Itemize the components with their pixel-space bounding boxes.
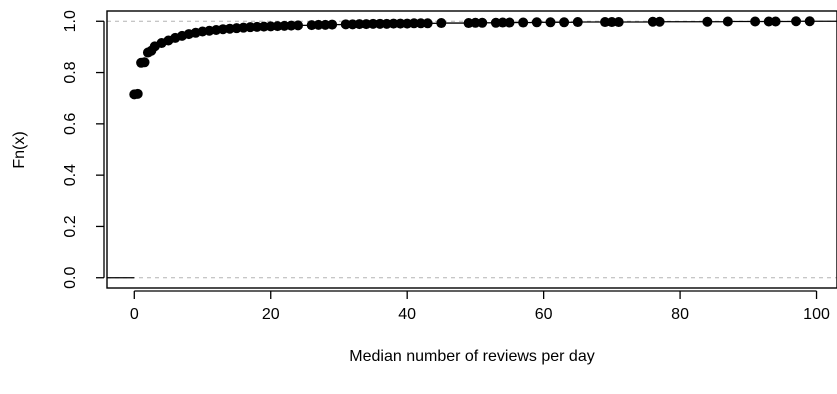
x-tick-label: 60	[535, 306, 553, 323]
data-point	[531, 17, 542, 28]
data-point	[436, 18, 447, 29]
data-point	[702, 16, 713, 27]
x-tick-label: 80	[671, 306, 689, 323]
y-axis: 0.0 0.2 0.4 0.6 0.8 1.0	[62, 10, 105, 289]
y-axis-title: Fn(x)	[11, 131, 28, 168]
y-tick-label: 0.0	[62, 267, 79, 289]
data-point	[422, 18, 433, 29]
data-point	[132, 88, 143, 99]
y-tick-label: 0.8	[62, 61, 79, 83]
data-point	[654, 16, 665, 27]
data-point	[559, 17, 570, 28]
data-point	[791, 16, 802, 27]
x-tick-label: 100	[803, 306, 830, 323]
data-point	[327, 19, 338, 30]
y-tick-label: 0.6	[62, 113, 79, 135]
data-points	[129, 16, 815, 100]
data-point	[750, 16, 761, 27]
x-tick-label: 40	[398, 306, 416, 323]
data-point	[518, 17, 529, 28]
x-tick-label: 20	[262, 306, 280, 323]
y-tick-label: 0.2	[62, 215, 79, 237]
data-point	[722, 16, 733, 27]
ecdf-step-lines	[107, 20, 837, 279]
x-axis-title: Median number of reviews per day	[349, 348, 594, 365]
y-tick-label: 1.0	[62, 10, 79, 32]
data-point	[477, 17, 488, 28]
x-tick-label: 0	[130, 306, 139, 323]
data-point	[613, 17, 624, 28]
plot-frame	[106, 10, 837, 289]
data-point	[804, 16, 815, 27]
reference-lines	[107, 20, 837, 279]
data-point	[572, 17, 583, 28]
data-point	[770, 16, 781, 27]
y-tick-label: 0.4	[62, 164, 79, 186]
x-axis: 0 20 40 60 80 100	[130, 290, 830, 323]
data-point	[545, 17, 556, 28]
data-point	[139, 57, 150, 68]
data-point	[293, 20, 304, 31]
data-point	[504, 17, 515, 28]
